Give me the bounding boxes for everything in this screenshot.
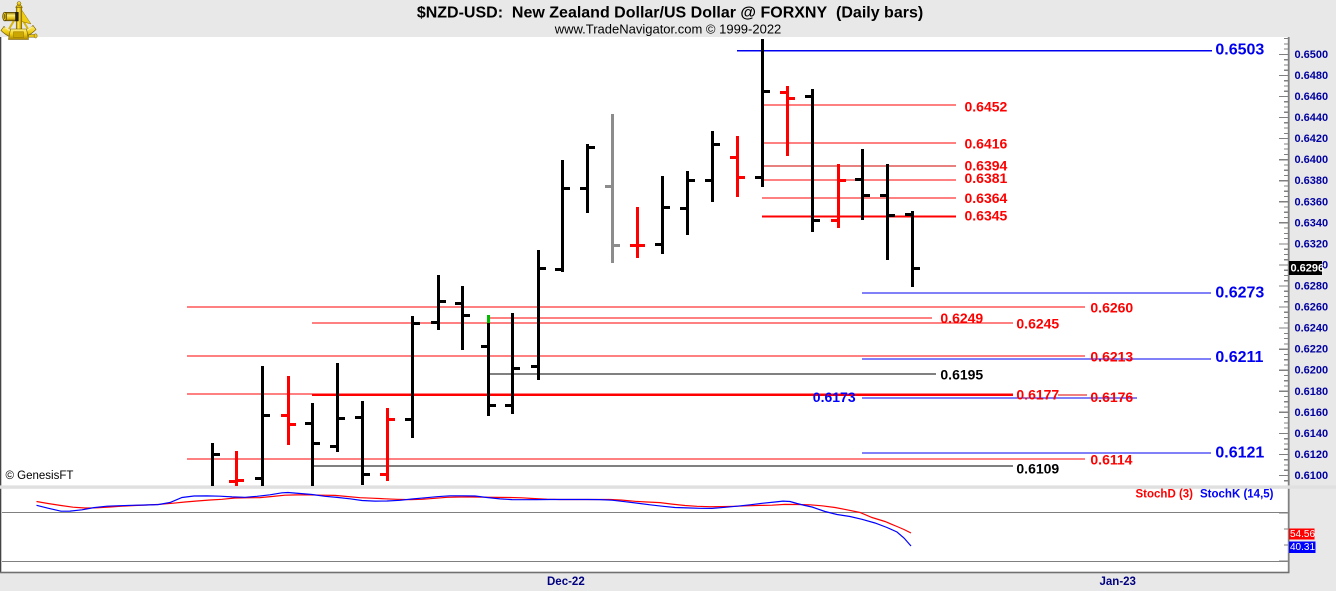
- svg-text:© GenesisFT: © GenesisFT: [6, 470, 74, 482]
- svg-text:0.6173: 0.6173: [813, 389, 856, 405]
- svg-text:0.6460: 0.6460: [1295, 91, 1329, 103]
- svg-text:0.6240: 0.6240: [1295, 323, 1329, 335]
- svg-text:0.6320: 0.6320: [1295, 238, 1329, 250]
- svg-text:0.6249: 0.6249: [940, 310, 983, 326]
- svg-text:0.6260: 0.6260: [1090, 300, 1133, 316]
- svg-text:0.6100: 0.6100: [1295, 470, 1329, 482]
- svg-text:0.6503: 0.6503: [1215, 42, 1264, 59]
- svg-text:0.6280: 0.6280: [1295, 281, 1329, 293]
- svg-text:0.6381: 0.6381: [965, 170, 1008, 186]
- svg-text:0.6273: 0.6273: [1215, 285, 1264, 302]
- svg-text:$NZD-USD: New Zealand Dollar/: $NZD-USD: New Zealand Dollar/US Dollar @…: [417, 5, 923, 22]
- svg-text:0.6245: 0.6245: [1016, 316, 1059, 332]
- svg-text:0.6340: 0.6340: [1295, 217, 1329, 229]
- svg-text:54.56: 54.56: [1290, 529, 1315, 540]
- svg-text:0.6416: 0.6416: [965, 135, 1008, 151]
- svg-text:0.6120: 0.6120: [1295, 449, 1329, 461]
- svg-text:0.6176: 0.6176: [1090, 389, 1133, 405]
- svg-text:StochK (14,5): StochK (14,5): [1200, 488, 1274, 500]
- svg-text:0.6140: 0.6140: [1295, 428, 1329, 440]
- svg-text:0.6360: 0.6360: [1295, 196, 1329, 208]
- svg-text:0.6177: 0.6177: [1016, 387, 1059, 403]
- svg-text:0.6160: 0.6160: [1295, 407, 1329, 419]
- svg-text:0.6213: 0.6213: [1090, 349, 1133, 365]
- svg-text:www.TradeNavigator.com © 1999-: www.TradeNavigator.com © 1999-2022: [554, 22, 782, 37]
- svg-text:0.6345: 0.6345: [965, 207, 1008, 223]
- svg-text:0.6400: 0.6400: [1295, 154, 1329, 166]
- svg-text:0.6220: 0.6220: [1295, 344, 1329, 356]
- svg-text:0.6452: 0.6452: [965, 98, 1008, 114]
- svg-text:0.6260: 0.6260: [1295, 302, 1329, 314]
- svg-text:0.6380: 0.6380: [1295, 175, 1329, 187]
- svg-text:Jan-23: Jan-23: [1100, 576, 1136, 588]
- svg-text:40.31: 40.31: [1290, 542, 1315, 553]
- svg-text:0.6394: 0.6394: [965, 158, 1008, 174]
- svg-text:0.6500: 0.6500: [1295, 49, 1329, 61]
- svg-text:0.6114: 0.6114: [1090, 452, 1132, 468]
- svg-text:0.6296: 0.6296: [1291, 262, 1325, 274]
- svg-text:0.6480: 0.6480: [1295, 70, 1329, 82]
- svg-text:0.6440: 0.6440: [1295, 112, 1329, 124]
- svg-text:0.6211: 0.6211: [1215, 349, 1263, 366]
- svg-text:0.6195: 0.6195: [940, 366, 983, 382]
- svg-text:0.6180: 0.6180: [1295, 386, 1329, 398]
- svg-text:0.6109: 0.6109: [1016, 460, 1059, 476]
- svg-text:0.6121: 0.6121: [1215, 445, 1264, 462]
- svg-text:Dec-22: Dec-22: [547, 576, 585, 588]
- svg-text:0.6364: 0.6364: [965, 190, 1008, 206]
- svg-text:StochD (3): StochD (3): [1136, 488, 1194, 500]
- svg-text:0.6420: 0.6420: [1295, 133, 1329, 145]
- svg-text:0.6200: 0.6200: [1295, 365, 1329, 377]
